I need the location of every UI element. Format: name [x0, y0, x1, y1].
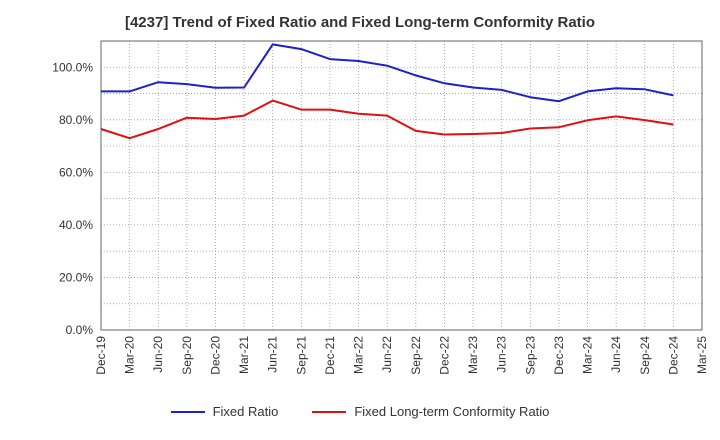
- legend-item-fixed-long-term-conformity-ratio: Fixed Long-term Conformity Ratio: [312, 404, 549, 419]
- x-tick-label: Jun-22: [380, 336, 394, 373]
- legend-label-conformity-ratio: Fixed Long-term Conformity Ratio: [354, 404, 550, 419]
- y-tick-label: 60.0%: [59, 165, 93, 179]
- series-lines: [100, 43, 674, 140]
- legend: Fixed Ratio Fixed Long-term Conformity R…: [0, 404, 720, 419]
- series-line-fixed-long-term-conformity-ratio: [100, 99, 674, 140]
- y-tick-label: 0.0%: [66, 323, 94, 337]
- x-tick-label: Mar-24: [581, 336, 595, 374]
- y-tick-label: 100.0%: [52, 60, 93, 74]
- x-tick-label: Jun-21: [266, 336, 280, 373]
- x-tick-label: Jun-24: [609, 336, 623, 373]
- x-tick-label: Sep-21: [294, 336, 308, 375]
- x-tick-label: Mar-22: [352, 336, 366, 374]
- series-line-fixed-ratio: [101, 43, 674, 103]
- axes: [100, 40, 703, 331]
- x-tick-label: Mar-20: [123, 336, 137, 374]
- x-tick-label: Mar-21: [237, 336, 251, 374]
- legend-swatch-fixed-ratio: [170, 410, 205, 413]
- x-tick-label: Dec-20: [208, 336, 222, 375]
- x-tick-label: Dec-19: [94, 336, 108, 375]
- x-tick-label: Mar-25: [695, 336, 709, 374]
- legend-swatch-conformity-ratio: [312, 410, 347, 413]
- tick-labels: 0.0% 20.0% 40.0% 60.0% 80.0% 100.0% Dec-19 Mar-…: [52, 60, 709, 374]
- x-tick-label: Sep-20: [180, 336, 194, 375]
- x-tick-label: Sep-23: [523, 336, 537, 375]
- legend-label-fixed-ratio: Fixed Ratio: [212, 404, 279, 419]
- x-tick-label: Dec-21: [323, 336, 337, 375]
- chart-title: [4237] Trend of Fixed Ratio and Fixed Lo…: [124, 14, 596, 31]
- y-tick-label: 80.0%: [59, 113, 93, 127]
- x-tick-label: Jun-20: [151, 336, 165, 373]
- x-tick-label: Dec-22: [437, 336, 451, 375]
- legend-item-fixed-ratio: Fixed Ratio: [170, 404, 279, 419]
- x-tick-label: Dec-23: [552, 336, 566, 375]
- x-tick-label: Jun-23: [495, 336, 509, 373]
- x-tick-label: Dec-24: [666, 336, 680, 375]
- x-tick-label: Mar-23: [466, 336, 480, 374]
- y-tick-label: 20.0%: [59, 270, 93, 284]
- x-tick-label: Sep-24: [638, 336, 652, 375]
- plot-frame: [100, 40, 703, 331]
- y-tick-label: 40.0%: [59, 218, 93, 232]
- x-tick-label: Sep-22: [409, 336, 423, 375]
